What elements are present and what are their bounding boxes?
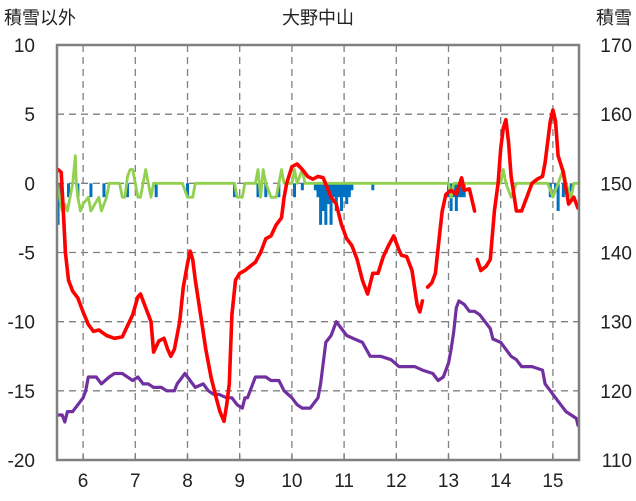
left-axis-label: 積雪以外: [4, 8, 76, 29]
precip-bar: [321, 183, 325, 211]
precip-bar: [334, 183, 338, 211]
y-left-tick-label: -10: [8, 313, 35, 334]
snow_depth-line: [56, 299, 580, 427]
precip-bar: [264, 183, 268, 198]
x-tick-label: 8: [182, 471, 193, 492]
y-left-tick-label: -20: [8, 451, 35, 472]
precip-bar: [332, 183, 336, 198]
precip-bar: [316, 183, 320, 198]
chart-title: 大野中山: [282, 8, 354, 29]
y-left-tick-label: -15: [8, 382, 35, 403]
y-right-tick-label: 130: [600, 313, 632, 334]
y-left-tick-label: 10: [14, 36, 35, 57]
x-tick-label: 13: [438, 471, 459, 492]
tick-labels: 10 5 0 -5 -10 -15 -20 170 160 150 140 130 120 110 6 7 8 9…: [8, 36, 632, 492]
precip-bar: [324, 183, 328, 225]
x-tick-label: 7: [130, 471, 141, 492]
x-tick-label: 14: [490, 471, 512, 492]
precip-bar: [337, 183, 341, 198]
temperature-line: [56, 162, 425, 424]
precip-bar: [345, 183, 349, 205]
plot-frame: [55, 43, 581, 462]
series-lines: [55, 108, 581, 427]
y-left-tick-label: 0: [24, 174, 35, 195]
precip-bar: [293, 183, 297, 198]
precip-bar: [319, 183, 323, 225]
precip-bar: [125, 183, 129, 198]
temperature-line: [475, 108, 580, 273]
precip-bar: [460, 183, 464, 198]
x-tick-label: 15: [542, 471, 563, 492]
precip-bars: [56, 183, 573, 225]
precip-bar: [371, 183, 375, 191]
precip-bar: [556, 183, 560, 211]
y-left-tick-label: 5: [24, 105, 35, 126]
precip-bar: [329, 183, 333, 225]
right-axis-label: 積雪: [596, 8, 632, 29]
precip-bar: [339, 183, 343, 211]
precip-bar: [102, 183, 106, 198]
precip-bar: [300, 183, 304, 191]
precip-bar: [154, 183, 158, 198]
y-right-tick-label: 140: [600, 244, 632, 265]
x-tick-label: 10: [281, 471, 302, 492]
x-tick-label: 6: [78, 471, 89, 492]
y-right-tick-label: 110: [602, 451, 632, 472]
precip-bar: [313, 183, 317, 191]
precip-bar: [561, 183, 565, 198]
x-tick-label: 12: [386, 471, 407, 492]
temperature-line: [425, 176, 477, 289]
precip-bar: [66, 183, 70, 198]
precip-bar: [347, 183, 351, 198]
precip-bar: [350, 183, 354, 191]
y-left-tick-label: -5: [18, 244, 35, 265]
precip-bar: [89, 183, 93, 198]
y-right-tick-label: 160: [600, 105, 632, 126]
x-tick-label: 9: [234, 471, 245, 492]
x-tick-label: 11: [334, 471, 354, 492]
precip-bar: [342, 183, 346, 198]
precip-bar: [256, 183, 260, 198]
y-right-tick-label: 170: [600, 36, 632, 57]
precip-bar: [454, 183, 458, 211]
y-right-tick-label: 150: [600, 174, 632, 195]
precip-bar: [186, 183, 189, 198]
sunshine-line: [55, 154, 581, 213]
y-right-tick-label: 120: [600, 382, 632, 403]
